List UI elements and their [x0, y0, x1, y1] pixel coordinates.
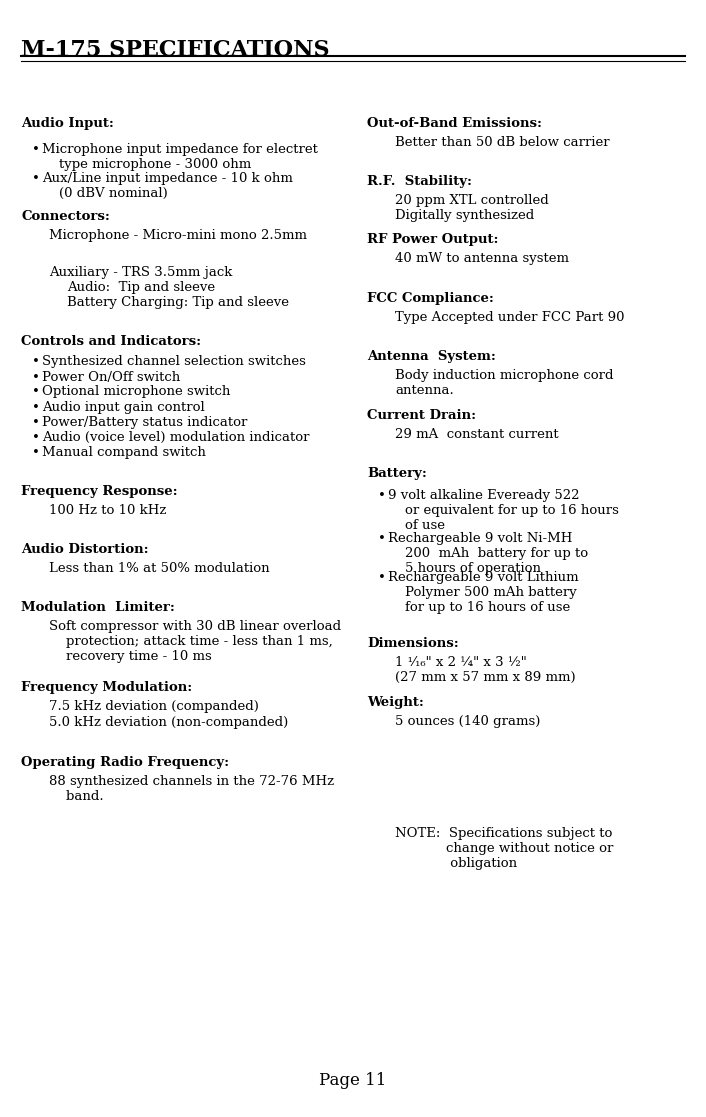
Text: Power On/Off switch: Power On/Off switch [42, 371, 181, 384]
Text: Auxiliary - TRS 3.5mm jack: Auxiliary - TRS 3.5mm jack [49, 266, 233, 279]
Text: •: • [32, 385, 40, 399]
Text: •: • [32, 143, 40, 156]
Text: Synthesized channel selection switches: Synthesized channel selection switches [42, 355, 306, 369]
Text: Dimensions:: Dimensions: [367, 637, 459, 650]
Text: Aux/Line input impedance - 10 k ohm
    (0 dBV nominal): Aux/Line input impedance - 10 k ohm (0 d… [42, 172, 293, 200]
Text: •: • [32, 172, 40, 185]
Text: Antenna  System:: Antenna System: [367, 350, 496, 363]
Text: •: • [32, 431, 40, 445]
Text: Out-of-Band Emissions:: Out-of-Band Emissions: [367, 117, 542, 131]
Text: Audio Input:: Audio Input: [21, 117, 114, 131]
Text: Operating Radio Frequency:: Operating Radio Frequency: [21, 756, 229, 770]
Text: R.F.  Stability:: R.F. Stability: [367, 175, 472, 189]
Text: Audio:  Tip and sleeve: Audio: Tip and sleeve [67, 281, 215, 295]
Text: Battery Charging: Tip and sleeve: Battery Charging: Tip and sleeve [67, 296, 289, 309]
Text: Power/Battery status indicator: Power/Battery status indicator [42, 416, 248, 429]
Text: 1 ¹⁄₁₆" x 2 ¼" x 3 ½"
(27 mm x 57 mm x 89 mm): 1 ¹⁄₁₆" x 2 ¼" x 3 ½" (27 mm x 57 mm x 8… [395, 656, 576, 684]
Text: Soft compressor with 30 dB linear overload
    protection; attack time - less th: Soft compressor with 30 dB linear overlo… [49, 620, 342, 662]
Text: •: • [32, 446, 40, 459]
Text: 40 mW to antenna system: 40 mW to antenna system [395, 252, 569, 266]
Text: •: • [32, 371, 40, 384]
Text: 29 mA  constant current: 29 mA constant current [395, 428, 559, 441]
Text: Less than 1% at 50% modulation: Less than 1% at 50% modulation [49, 562, 270, 575]
Text: 7.5 kHz deviation (companded): 7.5 kHz deviation (companded) [49, 700, 259, 714]
Text: 5.0 kHz deviation (non-companded): 5.0 kHz deviation (non-companded) [49, 716, 289, 729]
Text: Connectors:: Connectors: [21, 210, 110, 223]
Text: Manual compand switch: Manual compand switch [42, 446, 206, 459]
Text: NOTE:  Specifications subject to
            change without notice or
          : NOTE: Specifications subject to change w… [395, 827, 614, 869]
Text: Audio (voice level) modulation indicator: Audio (voice level) modulation indicator [42, 431, 310, 445]
Text: Microphone - Micro-mini mono 2.5mm: Microphone - Micro-mini mono 2.5mm [49, 229, 307, 242]
Text: Current Drain:: Current Drain: [367, 409, 477, 422]
Text: •: • [32, 355, 40, 369]
Text: 9 volt alkaline Eveready 522
    or equivalent for up to 16 hours
    of use: 9 volt alkaline Eveready 522 or equivale… [388, 489, 619, 532]
Text: FCC Compliance:: FCC Compliance: [367, 292, 494, 305]
Text: Audio Distortion:: Audio Distortion: [21, 543, 149, 556]
Text: •: • [378, 489, 385, 503]
Text: Page 11: Page 11 [319, 1072, 387, 1089]
Text: 88 synthesized channels in the 72-76 MHz
    band.: 88 synthesized channels in the 72-76 MHz… [49, 775, 335, 803]
Text: Modulation  Limiter:: Modulation Limiter: [21, 601, 175, 614]
Text: Frequency Response:: Frequency Response: [21, 485, 178, 498]
Text: Audio input gain control: Audio input gain control [42, 401, 205, 414]
Text: 20 ppm XTL controlled
Digitally synthesized: 20 ppm XTL controlled Digitally synthesi… [395, 194, 549, 222]
Text: •: • [378, 532, 385, 545]
Text: •: • [32, 416, 40, 429]
Text: •: • [32, 401, 40, 414]
Text: Controls and Indicators:: Controls and Indicators: [21, 335, 201, 349]
Text: Rechargeable 9 volt Ni-MH
    200  mAh  battery for up to
    5 hours of operati: Rechargeable 9 volt Ni-MH 200 mAh batter… [388, 532, 588, 574]
Text: 5 ounces (140 grams): 5 ounces (140 grams) [395, 715, 541, 728]
Text: Weight:: Weight: [367, 696, 424, 709]
Text: Better than 50 dB below carrier: Better than 50 dB below carrier [395, 136, 610, 150]
Text: RF Power Output:: RF Power Output: [367, 233, 498, 247]
Text: 100 Hz to 10 kHz: 100 Hz to 10 kHz [49, 504, 167, 517]
Text: Type Accepted under FCC Part 90: Type Accepted under FCC Part 90 [395, 311, 625, 324]
Text: Battery:: Battery: [367, 467, 427, 480]
Text: Body induction microphone cord
antenna.: Body induction microphone cord antenna. [395, 369, 614, 397]
Text: •: • [378, 571, 385, 584]
Text: M-175 SPECIFICATIONS: M-175 SPECIFICATIONS [21, 39, 330, 61]
Text: Optional microphone switch: Optional microphone switch [42, 385, 231, 399]
Text: Frequency Modulation:: Frequency Modulation: [21, 681, 193, 695]
Text: Microphone input impedance for electret
    type microphone - 3000 ohm: Microphone input impedance for electret … [42, 143, 318, 171]
Text: Rechargeable 9 volt Lithium
    Polymer 500 mAh battery
    for up to 16 hours o: Rechargeable 9 volt Lithium Polymer 500 … [388, 571, 579, 613]
